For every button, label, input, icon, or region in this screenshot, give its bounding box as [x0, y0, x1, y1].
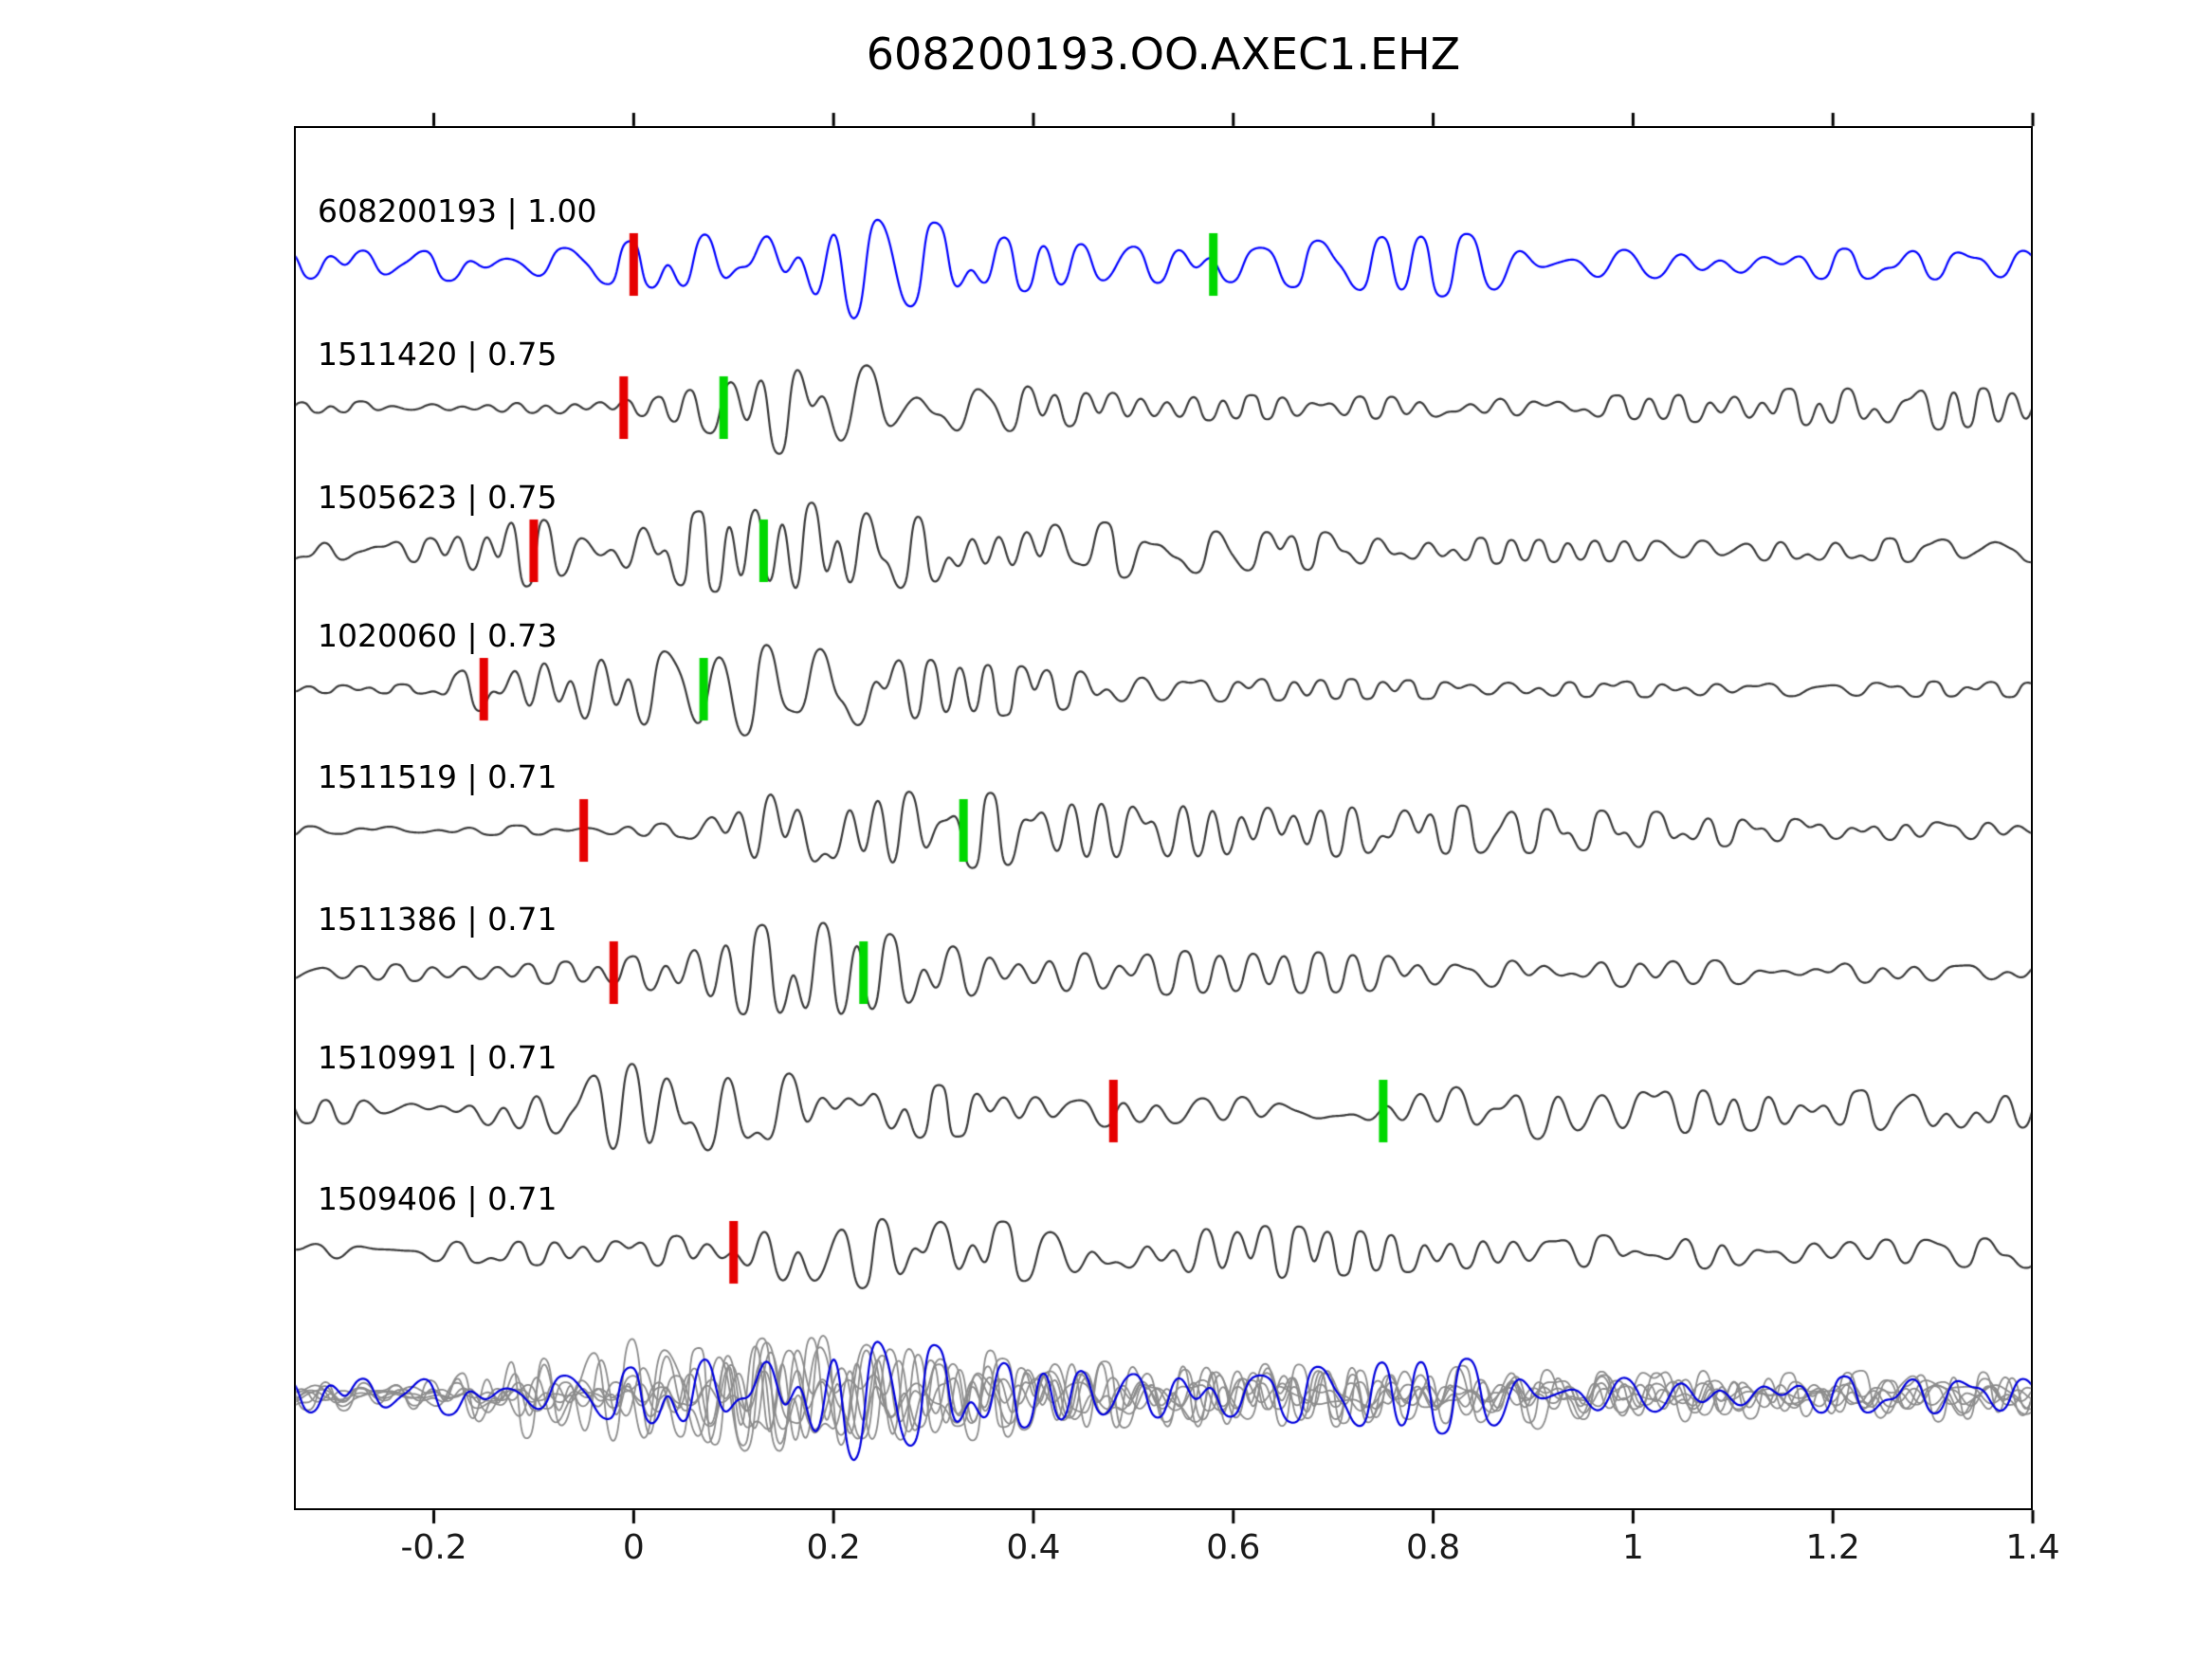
trace-label: 1511519 | 0.71 [318, 758, 558, 795]
trace-label: 1511386 | 0.71 [318, 901, 558, 938]
trace-label: 1509406 | 0.71 [318, 1180, 558, 1217]
trace-label: 1020060 | 0.73 [318, 617, 558, 654]
trace-label: 1511420 | 0.75 [318, 336, 558, 373]
x-tick-label: 0.8 [1405, 1528, 1461, 1567]
x-tick-label: 0.6 [1206, 1528, 1261, 1567]
x-tick-label: 1.2 [1805, 1528, 1860, 1567]
trace-label: 1510991 | 0.71 [318, 1039, 558, 1076]
x-tick-label: -0.2 [400, 1528, 467, 1567]
x-tick-label: 0.4 [1006, 1528, 1061, 1567]
trace-label: 608200193 | 1.00 [318, 192, 597, 229]
x-tick-label: 1 [1621, 1528, 1644, 1567]
trace-label: 1505623 | 0.75 [318, 479, 558, 516]
x-tick-label: 0 [622, 1528, 645, 1567]
x-tick-label: 0.2 [806, 1528, 861, 1567]
x-tick-label: 1.4 [2005, 1528, 2060, 1567]
